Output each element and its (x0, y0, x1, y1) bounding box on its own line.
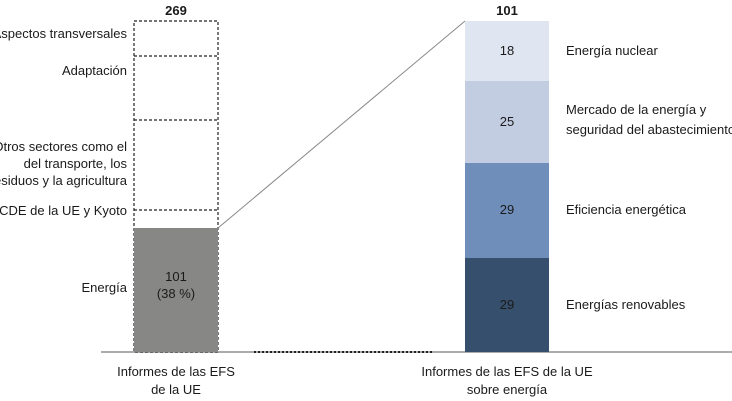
label-otros-sectores-1: Otros sectores como el (0, 139, 127, 154)
left-category-line1: Informes de las EFS (117, 364, 235, 379)
energia-value-label: 101 (165, 269, 187, 284)
value-energia-nuclear: 18 (500, 43, 514, 58)
right-category-line1: Informes de las EFS de la UE (421, 364, 593, 379)
value-energias-renovables: 29 (500, 297, 514, 312)
label-otros-sectores-3: residuos y la agricultura (0, 173, 128, 188)
right-segment-labels: Energía nuclear Mercado de la energía y … (566, 43, 732, 312)
zoom-line-top (217, 20, 466, 229)
label-mercado-energia-2: seguridad del abastecimiento (566, 122, 732, 137)
category-labels: Informes de las EFS de la UE Informes de… (117, 364, 593, 397)
value-mercado-energia: 25 (500, 114, 514, 129)
bar-segment-energia-nuclear (465, 21, 549, 81)
value-eficiencia-energetica: 29 (500, 202, 514, 217)
label-energia-nuclear: Energía nuclear (566, 43, 658, 58)
label-energia: Energía (81, 280, 127, 295)
left-total-label: 269 (165, 3, 187, 18)
label-otros-sectores-2: del transporte, los (24, 156, 128, 171)
label-rcde-kyoto: RCDE de la UE y Kyoto (0, 203, 127, 218)
label-mercado-energia-1: Mercado de la energía y (566, 102, 707, 117)
left-bar: 269 101 (38 %) (133, 3, 219, 353)
right-bar: 101 18 25 29 29 (465, 3, 549, 352)
bar-segment-energias-renovables (465, 258, 549, 352)
right-category-line2: sobre energía (467, 382, 548, 397)
energia-percent-label: (38 %) (157, 286, 195, 301)
label-adaptacion: Adaptación (62, 63, 127, 78)
label-aspectos-transversales: Aspectos transversales (0, 26, 127, 41)
left-segment-labels: Aspectos transversales Adaptación Otros … (0, 26, 128, 295)
bar-segment-energia (134, 228, 218, 352)
label-eficiencia-energetica: Eficiencia energética (566, 202, 687, 217)
bar-segment-eficiencia-energetica (465, 163, 549, 258)
right-total-label: 101 (496, 3, 518, 18)
label-energias-renovables: Energías renovables (566, 297, 686, 312)
bar-segment-mercado-energia (465, 81, 549, 163)
left-category-line2: de la UE (151, 382, 201, 397)
